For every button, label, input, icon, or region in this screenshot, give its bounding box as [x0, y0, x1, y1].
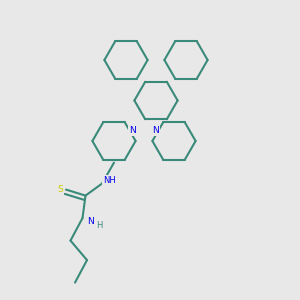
Text: N: N [87, 217, 93, 226]
Text: NH: NH [103, 176, 116, 185]
Text: H: H [96, 221, 102, 230]
Text: N: N [152, 126, 159, 135]
Text: S: S [57, 185, 63, 194]
Text: N: N [129, 126, 136, 135]
